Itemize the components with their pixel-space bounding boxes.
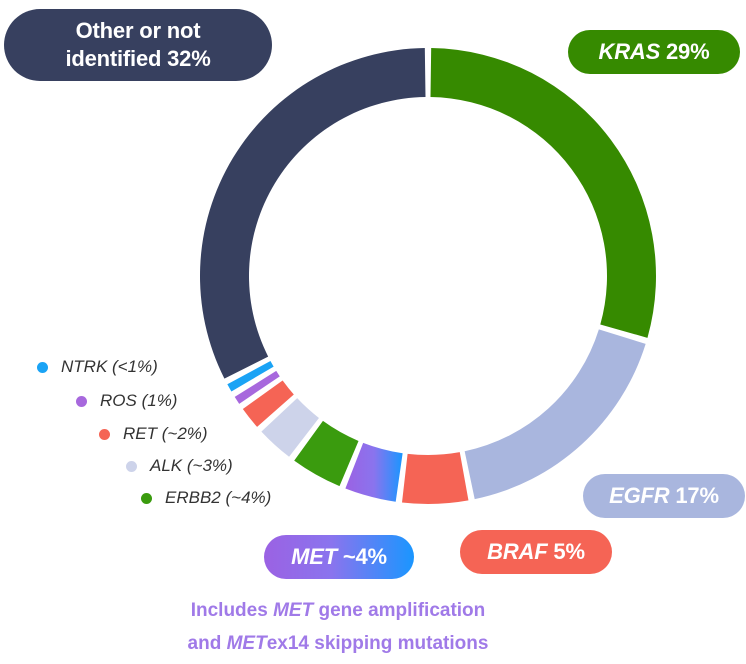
legend-pct-alk: (~3%) xyxy=(186,456,233,475)
kras-callout-pct: 29% xyxy=(666,39,710,64)
other-callout-line1: Other or not xyxy=(75,18,201,43)
egfr-callout: EGFR 17% xyxy=(583,474,745,518)
met-callout-pct: ~4% xyxy=(342,544,387,569)
footnote-line1-pre: Includes xyxy=(190,600,274,621)
egfr-callout-pct: 17% xyxy=(675,483,719,508)
legend-item-ros: ROS (1%) xyxy=(76,391,177,411)
legend-pct-erbb2: (~4%) xyxy=(225,488,272,507)
met-callout: MET ~4% xyxy=(264,535,414,579)
legend-name-ntrk: NTRK xyxy=(61,357,108,376)
legend-dot-erbb2 xyxy=(141,492,152,504)
footnote-line2-italic: MET xyxy=(226,633,267,654)
donut-slice-other-or-not-identified xyxy=(199,48,426,379)
legend-pct-ret: (~2%) xyxy=(161,424,208,443)
legend-pct-ros: (1%) xyxy=(141,391,178,410)
legend-pct-ntrk: (<1%) xyxy=(112,357,158,376)
footnote-line1: Includes MET gene amplification xyxy=(0,600,676,622)
braf-callout-name: BRAF xyxy=(487,539,548,564)
braf-callout: BRAF 5% xyxy=(460,530,612,574)
footnote-line2-pre: and xyxy=(187,633,227,654)
legend-item-ret: RET (~2%) xyxy=(99,424,208,444)
legend-dot-ntrk xyxy=(37,361,48,373)
other-callout-line2: identified 32% xyxy=(65,46,211,71)
donut-slice-alk xyxy=(261,398,319,457)
legend-name-alk: ALK xyxy=(150,456,183,475)
donut-slice-egfr xyxy=(464,329,646,500)
other-callout: Other or not identified 32% xyxy=(4,9,272,81)
legend-dot-ret xyxy=(99,428,110,440)
donut-slice-ntrk xyxy=(227,361,274,392)
footnote-line1-post: gene amplification xyxy=(313,600,486,621)
legend-dot-alk xyxy=(126,460,137,472)
legend-item-erbb2: ERBB2 (~4%) xyxy=(141,488,271,508)
footnote-line2-post: ex14 skipping mutations xyxy=(266,633,489,654)
braf-callout-pct: 5% xyxy=(553,539,585,564)
donut-slice-braf xyxy=(402,452,469,504)
legend-name-erbb2: ERBB2 xyxy=(165,488,221,507)
egfr-callout-name: EGFR xyxy=(609,483,670,508)
donut-slice-met xyxy=(345,442,403,502)
donut-slice-erbb2 xyxy=(294,420,359,487)
met-callout-name: MET xyxy=(291,544,337,569)
footnote-line1-italic: MET xyxy=(273,600,314,621)
donut-slice-kras xyxy=(430,48,656,338)
donut-slice-ros xyxy=(234,370,280,404)
kras-callout-name: KRAS xyxy=(598,39,661,64)
legend-dot-ros xyxy=(76,395,87,407)
legend-name-ret: RET xyxy=(123,424,157,443)
legend-item-alk: ALK (~3%) xyxy=(126,456,233,476)
donut-slice-ret xyxy=(242,380,294,427)
legend-name-ros: ROS xyxy=(100,391,137,410)
kras-callout: KRAS 29% xyxy=(568,30,740,74)
legend-item-ntrk: NTRK (<1%) xyxy=(37,357,158,377)
footnote-line2: and METex14 skipping mutations xyxy=(0,633,676,655)
